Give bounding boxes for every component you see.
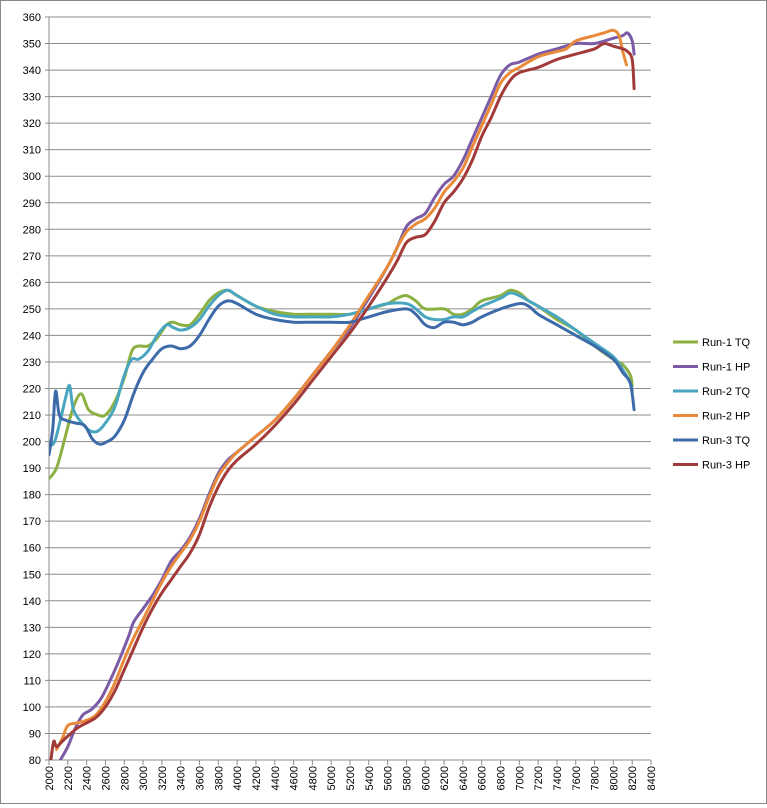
- x-tick-label: 6400: [458, 766, 470, 790]
- y-tick-label: 330: [23, 92, 41, 104]
- x-tick-label: 7800: [590, 766, 602, 790]
- x-tick-label: 8400: [646, 766, 658, 790]
- x-tick-label: 4800: [307, 766, 319, 790]
- x-tick-label: 3400: [176, 766, 188, 790]
- x-tick-label: 2000: [44, 766, 56, 790]
- x-tick-label: 3000: [138, 766, 150, 790]
- y-tick-label: 190: [23, 463, 41, 475]
- y-tick-label: 160: [23, 543, 41, 555]
- x-tick-label: 3800: [213, 766, 225, 790]
- x-tick-label: 4400: [270, 766, 282, 790]
- legend-label-run-1-hp: Run-1 HP: [702, 362, 750, 374]
- y-tick-label: 320: [23, 118, 41, 130]
- series-line-run-3-tq: [49, 299, 636, 457]
- x-tick-label: 6800: [496, 766, 508, 790]
- x-tick-label: 7600: [571, 766, 583, 790]
- y-tick-label: 120: [23, 649, 41, 661]
- x-tick-label: 2800: [119, 766, 131, 790]
- x-tick-label: 4000: [232, 766, 244, 790]
- y-tick-label: 210: [23, 410, 41, 422]
- x-tick-label: 5200: [345, 766, 357, 790]
- x-tick-label: 5000: [326, 766, 338, 790]
- x-tick-label: 7200: [533, 766, 545, 790]
- x-tick-label: 8000: [608, 766, 620, 790]
- x-tick-label: 5600: [383, 766, 395, 790]
- x-tick-label: 6600: [477, 766, 489, 790]
- gridlines: [49, 16, 651, 761]
- x-tick-label: 4200: [251, 766, 263, 790]
- series-line-run-2-tq: [49, 288, 634, 449]
- x-tick-label: 5400: [364, 766, 376, 790]
- legend-label-run-3-hp: Run-3 HP: [702, 460, 750, 472]
- y-tick-label: 130: [23, 622, 41, 634]
- series-lines: [49, 28, 636, 760]
- x-tick-label: 4600: [289, 766, 301, 790]
- y-tick-label: 290: [23, 198, 41, 210]
- y-tick-label: 350: [23, 39, 41, 51]
- x-tick-label: 2400: [82, 766, 94, 790]
- y-tick-label: 180: [23, 490, 41, 502]
- y-tick-label: 170: [23, 516, 41, 528]
- y-tick-label: 360: [23, 12, 41, 24]
- y-tick-label: 220: [23, 384, 41, 396]
- x-tick-label: 6200: [439, 766, 451, 790]
- y-tick-label: 230: [23, 357, 41, 369]
- series-line-run-3-hp: [49, 41, 636, 760]
- x-tick-label: 5800: [401, 766, 413, 790]
- x-tick-label: 3600: [195, 766, 207, 790]
- y-tick-label: 280: [23, 224, 41, 236]
- y-tick-label: 110: [23, 675, 41, 687]
- x-tick-label: 7400: [552, 766, 564, 790]
- y-tick-label: 310: [23, 145, 41, 157]
- x-tick-label: 3200: [157, 766, 169, 790]
- legend-label-run-1-tq: Run-1 TQ: [702, 337, 751, 349]
- series-line-run-1-hp: [58, 31, 636, 760]
- legend: Run-1 TQ Run-1 HP Run-2 TQ Run-2 HP Run-3 TQ…: [673, 337, 751, 472]
- y-tick-label: 340: [23, 65, 41, 77]
- x-tick-label: 2600: [100, 766, 112, 790]
- y-tick-label: 260: [23, 277, 41, 289]
- y-tick-label: 240: [23, 330, 41, 342]
- y-tick-label: 150: [23, 569, 41, 581]
- y-tick-label: 300: [23, 171, 41, 183]
- y-tick-label: 90: [29, 728, 41, 740]
- y-tick-label: 80: [29, 755, 41, 767]
- x-tick-label: 7000: [514, 766, 526, 790]
- y-tick-label: 270: [23, 251, 41, 263]
- series-line-run-2-hp: [55, 28, 628, 751]
- y-tick-label: 100: [23, 702, 41, 714]
- y-tick-label: 140: [23, 596, 41, 608]
- y-axis-tick-labels: 80 90 100 110 120 130 140 150 160 170 180 190 200 210…: [23, 12, 49, 767]
- legend-label-run-3-tq: Run-3 TQ: [702, 435, 751, 447]
- legend-label-run-2-tq: Run-2 TQ: [702, 386, 751, 398]
- y-tick-label: 250: [23, 304, 41, 316]
- x-tick-label: 6000: [420, 766, 432, 790]
- legend-label-run-2-hp: Run-2 HP: [702, 411, 750, 423]
- x-tick-label: 8200: [627, 766, 639, 790]
- x-tick-label: 2200: [63, 766, 75, 790]
- y-tick-label: 200: [23, 437, 41, 449]
- x-axis-tick-labels: 2000 2200 2400 2600 2800 3000 3200 3400 3600 3800…: [44, 760, 658, 790]
